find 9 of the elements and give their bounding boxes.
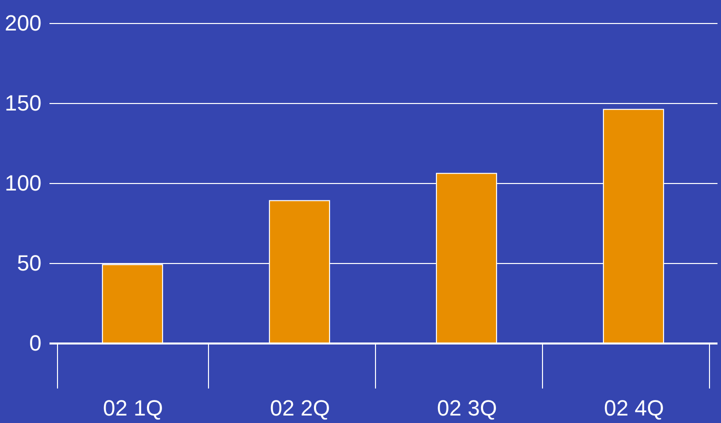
x-tick-label: 02 3Q: [437, 396, 497, 420]
y-tick-label: 50: [17, 250, 42, 276]
y-tick-label: 100: [4, 170, 42, 196]
y-tick-label: 0: [29, 330, 42, 356]
y-tick-label: 200: [4, 10, 42, 36]
x-tick-label: 02 1Q: [103, 396, 163, 420]
x-tick-label: 02 2Q: [270, 396, 330, 420]
x-tick-label: 02 4Q: [604, 396, 664, 420]
y-tick-label: 150: [4, 90, 42, 116]
